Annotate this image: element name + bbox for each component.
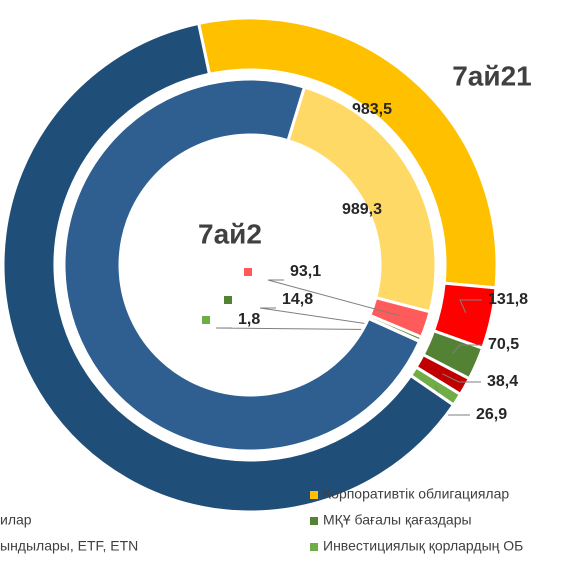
legend-label: Корпоративтік облигациялар — [323, 486, 509, 502]
data-label: 26,9 — [476, 406, 507, 423]
leader-line — [452, 344, 482, 354]
data-label: 14,8 — [282, 291, 313, 308]
leader-line — [442, 373, 481, 383]
leader-line — [215, 327, 395, 331]
data-label: 131,8 — [488, 291, 528, 308]
legend-label: Инвестициялық қорлардың ОБ — [323, 538, 523, 554]
data-label: 1,8 — [238, 311, 260, 328]
label-marker — [244, 268, 252, 276]
data-label: 70,5 — [488, 336, 519, 353]
label-marker — [224, 296, 232, 304]
inner-ring-label: 7ай2 — [198, 218, 262, 249]
data-label: 38,4 — [487, 373, 518, 390]
data-label: 2967,5 — [248, 359, 297, 376]
slice — [286, 85, 438, 314]
slice — [1, 21, 456, 514]
legend-marker — [310, 491, 318, 499]
leader-line — [259, 307, 395, 329]
legend-label: МҚҰ бағалы қағаздары — [323, 512, 472, 528]
data-label: 989,3 — [342, 201, 382, 218]
legend-label: ындылары, ETF, ETN — [0, 538, 138, 554]
leader-line — [459, 299, 482, 314]
legend-label: илар — [0, 512, 32, 528]
legend-marker — [310, 543, 318, 551]
legend-marker — [310, 517, 318, 525]
label-marker — [202, 316, 210, 324]
data-label: 983,5 — [352, 101, 392, 118]
outer-ring-label: 7ай21 — [452, 60, 532, 91]
leader-line — [267, 279, 400, 317]
data-label: 93,1 — [290, 263, 321, 280]
slice — [62, 77, 422, 453]
